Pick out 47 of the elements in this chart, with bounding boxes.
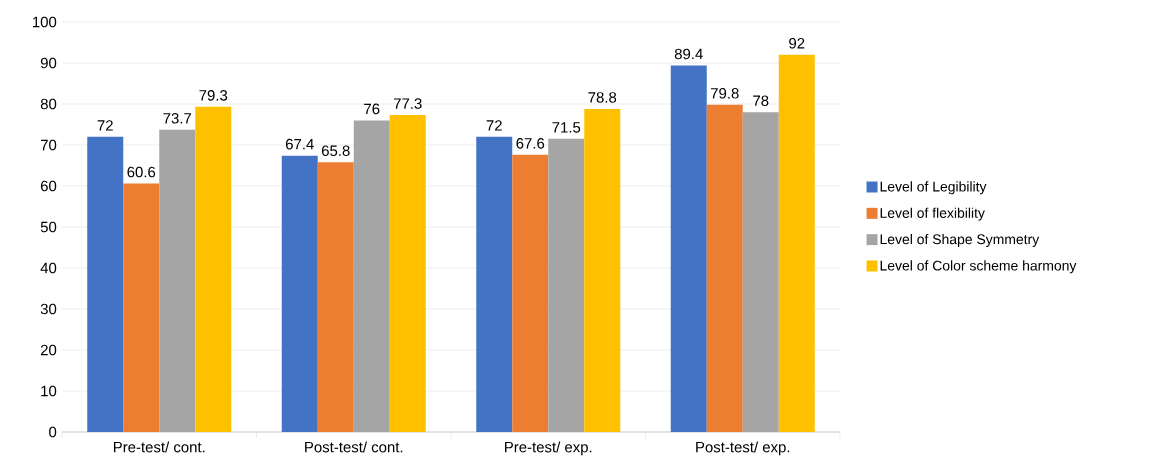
- bar: [389, 115, 426, 432]
- bar: [512, 154, 549, 432]
- y-tick-label: 100: [33, 16, 57, 28]
- x-tick-label: Post-test/ cont.: [305, 441, 403, 453]
- data-label: 65.8: [321, 145, 350, 157]
- y-tick-label: 70: [40, 139, 57, 151]
- bar: [123, 183, 160, 432]
- y-tick-label: 20: [40, 344, 57, 356]
- x-tick-label: Pre-test/ exp.: [505, 441, 592, 456]
- data-label: 89.4: [674, 48, 703, 60]
- data-label: 92: [789, 38, 805, 49]
- y-tick-label: 80: [40, 98, 57, 110]
- data-label: 78: [753, 95, 769, 106]
- data-label: 67.4: [285, 138, 314, 150]
- data-label: 78.8: [588, 92, 617, 103]
- x-tick-label: Pre-test/ cont.: [113, 441, 205, 453]
- data-label: 76: [364, 103, 380, 115]
- y-tick-label: 40: [40, 262, 57, 274]
- data-label: 79.3: [199, 90, 228, 101]
- x-tick-label: Post-test/ exp.: [696, 441, 790, 456]
- data-label: 77.3: [393, 98, 422, 109]
- data-label: 60.6: [127, 166, 156, 178]
- y-tick-label: 10: [41, 385, 57, 397]
- data-label: 71.5: [552, 122, 581, 133]
- y-tick-label: 30: [40, 303, 57, 315]
- bar: [778, 54, 815, 432]
- data-label: 79.8: [710, 88, 739, 99]
- y-tick-label: 90: [40, 57, 57, 69]
- bar: [584, 108, 621, 432]
- legend-label: Level of flexibility: [880, 207, 985, 221]
- data-label: 72: [97, 120, 113, 131]
- bar: [195, 106, 232, 432]
- bar: [476, 136, 513, 432]
- data-label: 73.7: [163, 113, 192, 124]
- bar: [281, 155, 318, 432]
- y-tick-label: 0: [49, 426, 57, 438]
- data-label: 72: [486, 120, 502, 131]
- data-label: 67.6: [516, 138, 545, 149]
- bar: [87, 136, 124, 432]
- bar: [706, 104, 743, 432]
- bar: [317, 162, 354, 432]
- legend-label: Level of Color scheme harmony: [880, 260, 1077, 274]
- y-tick-label: 50: [40, 221, 57, 233]
- legend-label: Level of Shape Symmetry: [880, 233, 1040, 247]
- y-tick-label: 60: [40, 180, 57, 192]
- legend-label: Level of Legibility: [880, 181, 987, 195]
- bar: [670, 65, 707, 432]
